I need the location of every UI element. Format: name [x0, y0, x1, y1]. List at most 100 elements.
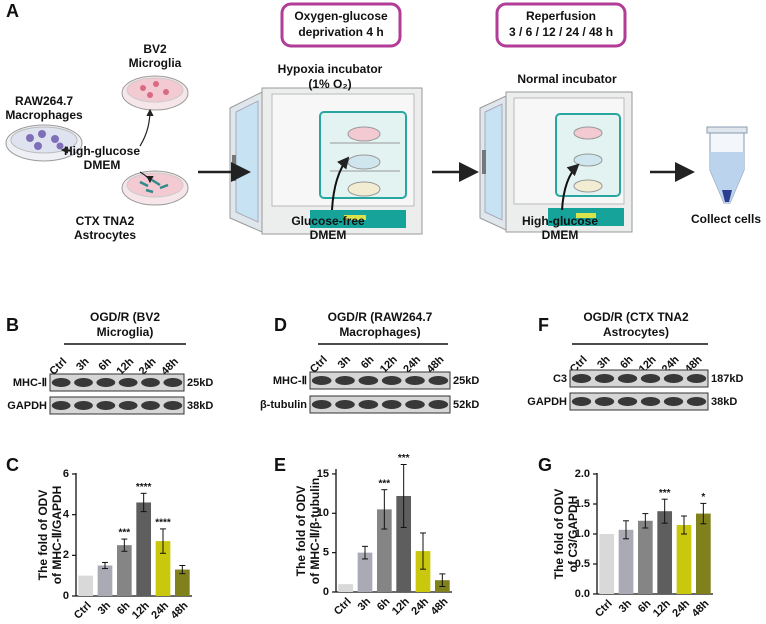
panel-label: D — [274, 315, 287, 335]
panel-label: G — [538, 455, 552, 475]
bar — [338, 584, 354, 592]
y-tick-label: 1.5 — [575, 498, 590, 510]
bar — [357, 552, 373, 592]
y-tick-label: 5 — [323, 547, 329, 559]
bar — [396, 495, 412, 592]
dish — [121, 75, 189, 111]
y-axis-label: of MHC-Ⅱ/GAPDH — [50, 486, 64, 585]
band — [428, 376, 449, 385]
step-label: deprivation 4 h — [298, 25, 383, 39]
significance: **** — [136, 482, 152, 493]
arrow — [139, 171, 154, 184]
medium-label: High-glucose — [522, 214, 598, 228]
end-label: Collect cells — [691, 212, 761, 226]
incubator-label: Hypoxia incubator — [278, 62, 383, 76]
bar — [695, 513, 711, 594]
significance: * — [701, 492, 705, 503]
band — [335, 376, 355, 385]
band — [141, 401, 160, 410]
band — [617, 374, 638, 383]
band — [663, 374, 684, 383]
band — [118, 401, 138, 410]
x-tick-label: Ctrl — [332, 596, 354, 618]
y-axis-label: The fold of ODV — [294, 486, 308, 577]
band — [640, 397, 661, 406]
band — [428, 400, 449, 409]
size-label: 38kD — [187, 400, 213, 412]
band — [571, 374, 592, 383]
band — [640, 374, 661, 383]
bar — [78, 575, 94, 596]
significance: **** — [155, 518, 171, 529]
significance: *** — [659, 488, 671, 499]
y-tick-label: 4 — [63, 509, 70, 521]
y-axis-label: The fold of ODV — [552, 489, 566, 580]
y-tick-label: 15 — [317, 468, 329, 480]
size-label: 38kD — [711, 396, 737, 408]
panel-label: C — [6, 455, 19, 475]
band — [594, 397, 615, 406]
bar — [155, 541, 171, 596]
lane-label: 3h — [74, 355, 92, 373]
dish — [121, 170, 189, 206]
band — [118, 378, 138, 387]
band — [686, 374, 707, 383]
incubator — [229, 87, 423, 235]
band — [358, 376, 379, 385]
row-label: β-tubulin — [260, 399, 307, 411]
y-axis-label: of MHC-Ⅱ/β-tubulin — [308, 478, 322, 585]
row-label: MHC-Ⅱ — [273, 375, 307, 387]
band — [335, 400, 355, 409]
arrow — [561, 163, 580, 211]
band — [74, 401, 93, 410]
row-label: C3 — [553, 373, 567, 385]
panel-label: E — [274, 455, 286, 475]
y-tick-label: 0.5 — [575, 558, 590, 570]
y-tick-label: 0 — [63, 590, 69, 602]
blot-title: Astrocytes) — [603, 325, 669, 339]
size-label: 25kD — [187, 377, 213, 389]
band — [141, 378, 160, 387]
cell-label: CTX TNA2 — [76, 214, 135, 228]
medium-label: DMEM — [84, 158, 121, 172]
blot-title: OGD/R (CTX TNA2 — [583, 310, 689, 324]
y-axis-label: of C3/GAPDH — [566, 496, 580, 573]
y-tick-label: 2 — [63, 549, 69, 561]
band — [617, 397, 638, 406]
significance: *** — [378, 478, 390, 489]
bar — [637, 520, 653, 594]
blot-title: OGD/R (RAW264.7 — [328, 310, 433, 324]
panel-label: A — [6, 1, 19, 21]
band — [163, 401, 183, 410]
band — [663, 397, 684, 406]
bar — [376, 509, 392, 592]
row-label: MHC-Ⅱ — [13, 377, 47, 389]
significance: *** — [118, 528, 130, 539]
y-tick-label: 1.0 — [575, 528, 590, 540]
bar — [97, 565, 113, 596]
medium-label: High-glucose — [64, 144, 140, 158]
size-label: 52kD — [453, 399, 479, 411]
incubator — [479, 91, 633, 233]
significance: *** — [398, 453, 410, 464]
incubator-label: (1% O₂) — [308, 77, 351, 91]
medium-label: Glucose-free — [291, 214, 365, 228]
cell-label: BV2 — [143, 42, 167, 56]
blot-title: OGD/R (BV2 — [90, 310, 160, 324]
x-tick-label: 3h — [356, 595, 374, 613]
step-label: Oxygen-glucose — [294, 9, 388, 23]
band — [96, 378, 116, 387]
cell-label: Microglia — [129, 56, 182, 70]
row-label: GAPDH — [7, 400, 47, 412]
incubator-label: Normal incubator — [517, 72, 617, 86]
x-tick-label: 3h — [617, 597, 635, 615]
lane-label: 6h — [359, 353, 377, 371]
bar — [415, 551, 431, 592]
x-tick-label: 12h — [130, 600, 152, 619]
x-tick-label: 48h — [429, 596, 451, 618]
panel-label: B — [6, 315, 19, 335]
size-label: 187kD — [711, 373, 743, 385]
bar — [618, 529, 634, 594]
lane-label: 6h — [618, 353, 636, 371]
